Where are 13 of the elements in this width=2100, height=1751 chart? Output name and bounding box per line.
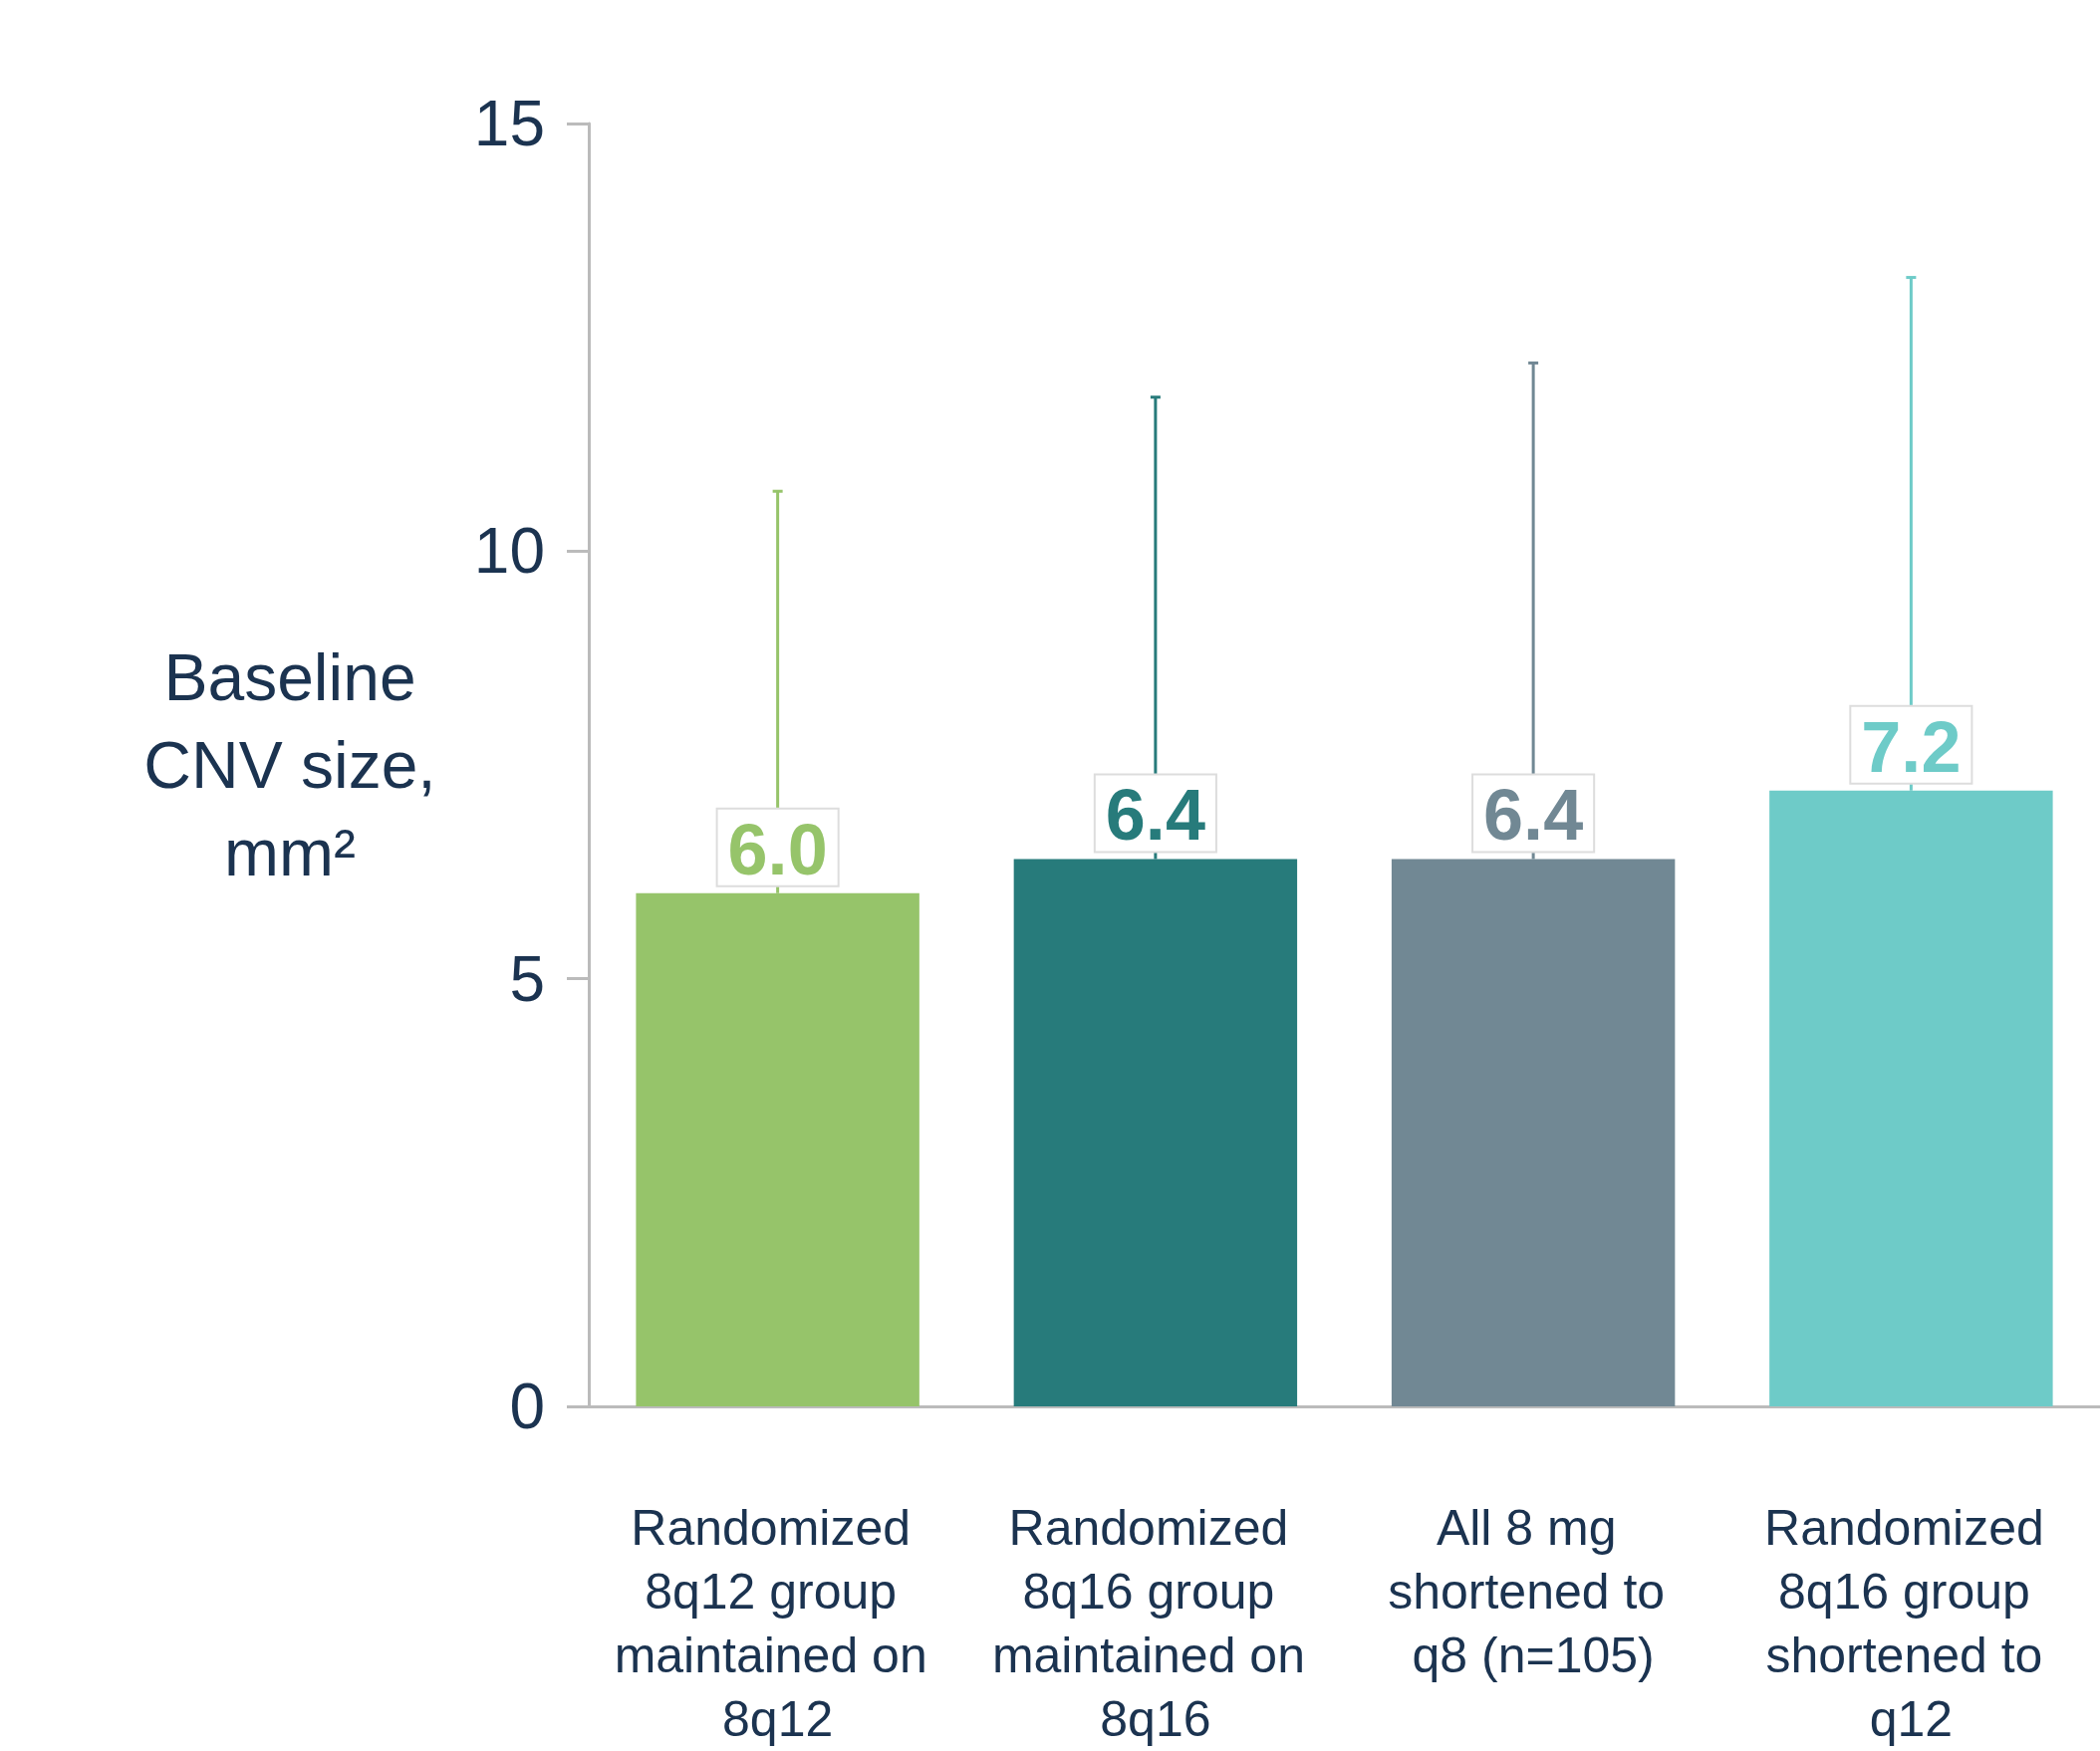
y-tick-label: 5 [509,942,545,1015]
data-label: 7.2 [1861,706,1962,787]
x-tick-label: All 8 mg shortened to q8 (n=105) [1388,1500,1680,1683]
y-axis-title: Baseline CNV size, mm² [143,640,436,889]
data-label: 6.0 [727,809,828,889]
data-label: 6.4 [1105,775,1205,856]
y-tick-label: 0 [509,1371,545,1442]
x-tick-label: Randomized 8q16 group shortened to q12 [1764,1500,2058,1747]
x-tick-label: Randomized 8q12 group maintained on 8q12 [614,1500,941,1747]
y-tick-label: 10 [473,515,545,588]
x-tick-label: Randomized 8q16 group maintained on 8q16 [991,1500,1319,1747]
data-label: 6.4 [1483,775,1584,856]
y-tick-label: 15 [473,88,545,159]
